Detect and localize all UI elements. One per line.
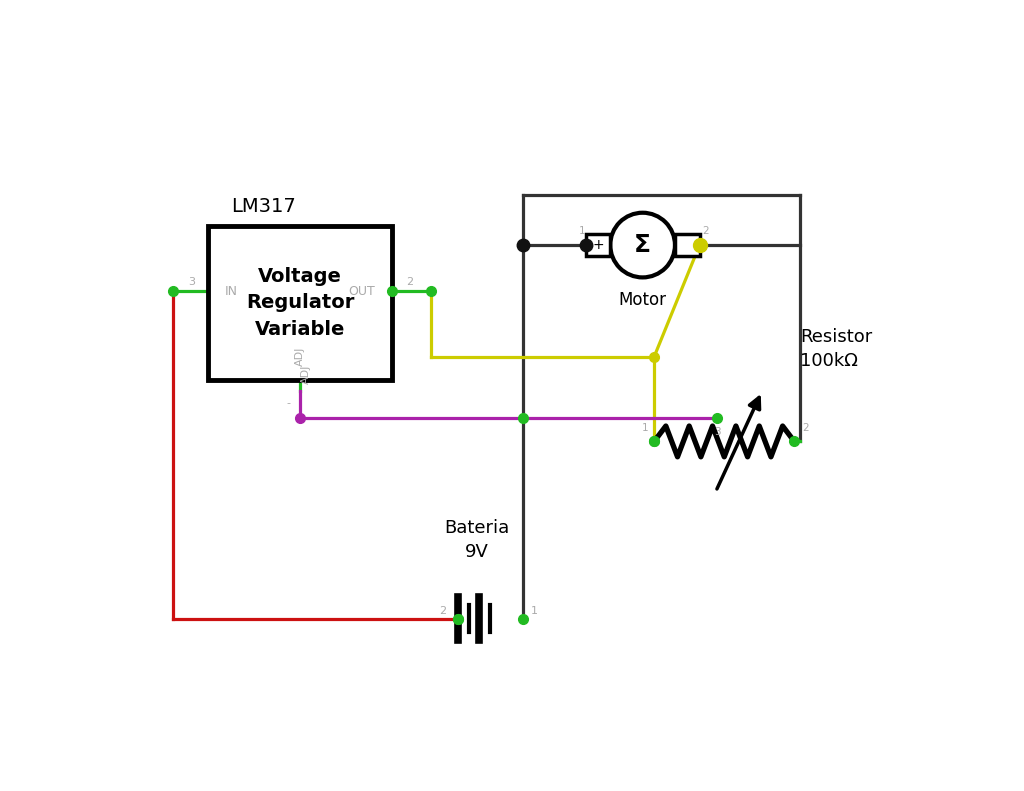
- Text: +: +: [592, 238, 604, 252]
- Text: 2: 2: [702, 226, 709, 237]
- Text: LM317: LM317: [230, 197, 295, 216]
- Text: 1: 1: [642, 422, 648, 433]
- Text: 1: 1: [579, 226, 585, 237]
- Bar: [208, 225, 392, 380]
- Text: 3: 3: [188, 277, 196, 287]
- Text: Bateria
9V: Bateria 9V: [444, 519, 510, 561]
- Text: 3: 3: [714, 427, 721, 437]
- Text: Voltage
Regulator
Variable: Voltage Regulator Variable: [246, 267, 354, 339]
- Text: 1: 1: [531, 606, 539, 616]
- Text: ADJ: ADJ: [301, 365, 311, 384]
- Text: -: -: [287, 398, 291, 408]
- Text: ADJ: ADJ: [295, 347, 305, 366]
- Text: 2: 2: [803, 422, 809, 433]
- Text: Motor: Motor: [618, 291, 667, 309]
- Text: IN: IN: [224, 285, 238, 297]
- Bar: [675, 234, 699, 255]
- Text: Resistor
100kΩ: Resistor 100kΩ: [801, 328, 872, 370]
- Text: 2: 2: [439, 606, 446, 616]
- Text: OUT: OUT: [348, 285, 376, 297]
- Bar: [586, 234, 610, 255]
- Text: Σ: Σ: [634, 233, 651, 257]
- Text: 2: 2: [406, 277, 413, 287]
